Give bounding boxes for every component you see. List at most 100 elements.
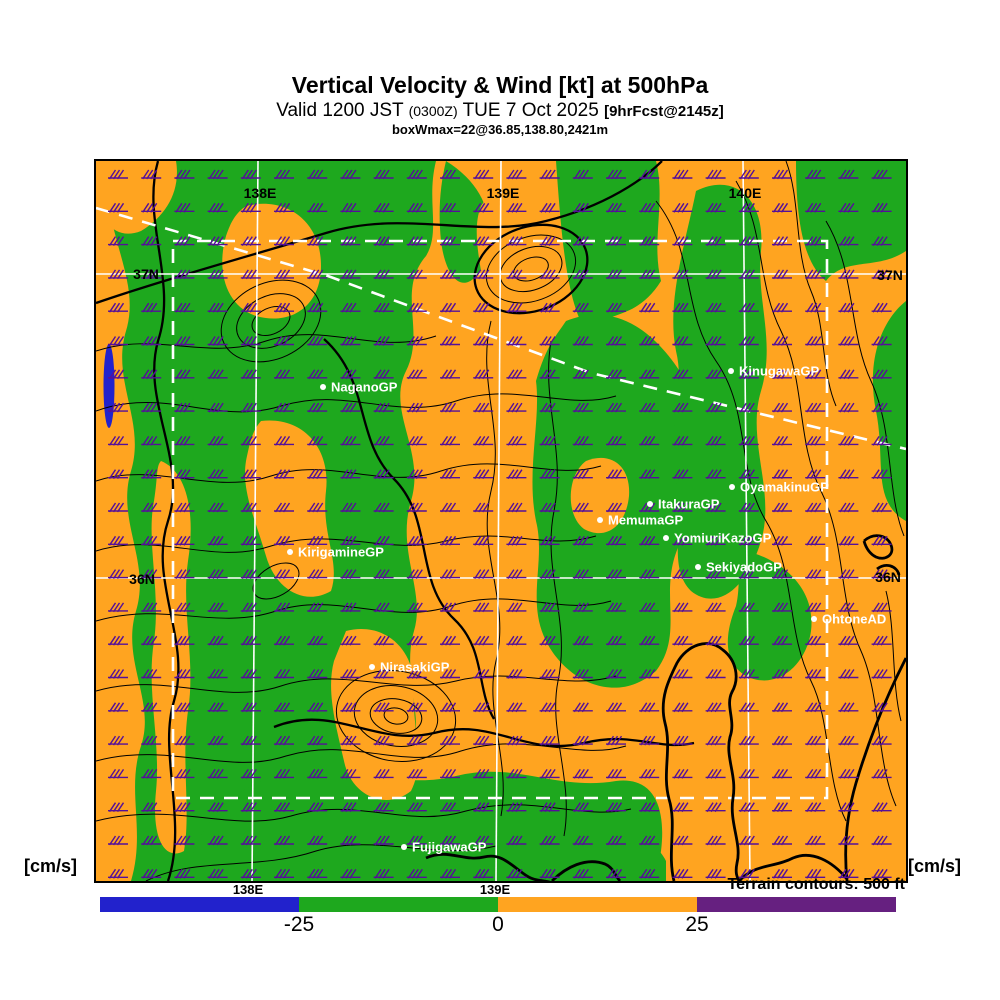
wind-barb <box>473 669 494 679</box>
wind-barb <box>506 202 527 213</box>
wind-barb <box>805 302 826 313</box>
wind-barb <box>639 336 660 346</box>
station-dot-ItakuraGP <box>647 501 653 507</box>
wind-barb <box>572 735 593 746</box>
wind-barb <box>738 702 759 713</box>
wind-barb <box>108 535 128 546</box>
wind-barb <box>772 269 792 280</box>
wind-barb <box>373 302 394 313</box>
valid-time-part2: TUE 7 Oct 2025 <box>457 100 605 122</box>
wind-barb <box>871 802 892 813</box>
wind-barb <box>871 369 892 380</box>
wind-barb <box>506 702 527 713</box>
valid-time-line: Valid 1200 JST (0300Z) TUE 7 Oct 2025 [9… <box>0 100 1000 122</box>
wind-barb <box>406 302 427 313</box>
wind-barb <box>738 469 759 480</box>
wind-barb <box>672 769 693 779</box>
wind-barb <box>539 502 560 513</box>
wind-barb <box>572 269 593 280</box>
wind-barb <box>240 502 261 513</box>
wind-barb <box>174 702 195 713</box>
wind-barb <box>606 202 626 213</box>
wind-barb <box>108 569 128 579</box>
station-label-FujigawaGP: FujigawaGP <box>412 840 487 855</box>
wind-barb <box>141 569 162 579</box>
colorbar-tick-25: 25 <box>685 913 709 936</box>
wind-barb <box>871 602 892 613</box>
wind-barb <box>871 735 892 746</box>
wind-barb <box>440 835 460 846</box>
wind-barb <box>539 868 560 879</box>
wind-barb <box>240 868 261 879</box>
wind-barb <box>440 169 460 180</box>
wind-barb <box>539 369 560 380</box>
wind-barb <box>108 602 128 613</box>
wind-barb <box>108 236 128 246</box>
wind-barb <box>406 236 427 246</box>
wind-barb <box>705 236 726 246</box>
wind-barb <box>307 402 328 413</box>
wind-barb <box>572 369 593 380</box>
wind-barb <box>174 302 195 313</box>
wind-barb <box>871 569 892 579</box>
wind-barb <box>772 735 792 746</box>
wind-barb <box>639 502 660 513</box>
wind-barb <box>174 202 195 213</box>
wind-barb <box>141 436 162 446</box>
wind-barb <box>307 269 328 280</box>
wind-barb <box>672 602 693 613</box>
wind-barb <box>440 236 460 246</box>
wind-barb <box>373 469 394 480</box>
gridline-140E <box>742 161 751 881</box>
wind-barb <box>572 436 593 446</box>
wind-barb <box>738 202 759 213</box>
wind-barb <box>108 735 128 746</box>
wind-barb <box>772 835 792 846</box>
map-canvas: 138E 139E 140E 37N 37N 36N 36N NaganoGP Kinugaw… <box>94 159 908 883</box>
wind-barb <box>240 769 261 779</box>
wind-barb <box>705 635 726 646</box>
wind-barb <box>838 702 859 713</box>
wind-barb <box>838 369 859 380</box>
colorbar-segment <box>697 897 896 912</box>
wind-barb <box>207 569 228 579</box>
wind-barb <box>240 302 261 313</box>
wind-barb <box>572 635 593 646</box>
wind-barb <box>174 402 195 413</box>
wind-barb <box>473 569 494 579</box>
wind-barb <box>108 336 128 346</box>
wind-barb <box>207 802 228 813</box>
wind-barb <box>705 835 726 846</box>
wind-barb <box>274 502 294 513</box>
wind-barb <box>340 369 361 380</box>
wind-barb <box>174 169 195 180</box>
wind-barb <box>207 835 228 846</box>
wind-barb <box>738 369 759 380</box>
wind-barb <box>506 402 527 413</box>
wind-barb <box>606 735 626 746</box>
wind-barb <box>307 169 328 180</box>
wind-barb <box>672 202 693 213</box>
wind-barb <box>572 535 593 546</box>
wind-barb <box>672 535 693 546</box>
wind-barb <box>672 269 693 280</box>
wmax-note: boxWmax=22@36.85,138.80,2421m <box>391 122 609 138</box>
wind-barb <box>240 202 261 213</box>
wind-barb <box>772 702 792 713</box>
wind-barb <box>506 269 527 280</box>
wind-barb <box>406 669 427 679</box>
wind-barb <box>772 436 792 446</box>
wind-barb <box>207 202 228 213</box>
wind-barb <box>738 735 759 746</box>
wind-barb <box>539 602 560 613</box>
wind-barb <box>274 436 294 446</box>
wind-barb <box>871 669 892 679</box>
wind-barb <box>572 802 593 813</box>
wind-barb <box>473 369 494 380</box>
wind-barb <box>274 302 294 313</box>
wind-barb <box>539 535 560 546</box>
wind-barb <box>672 635 693 646</box>
wind-barb <box>805 769 826 779</box>
station-dot-OyamakinuGP <box>729 484 735 490</box>
wind-barb <box>639 535 660 546</box>
